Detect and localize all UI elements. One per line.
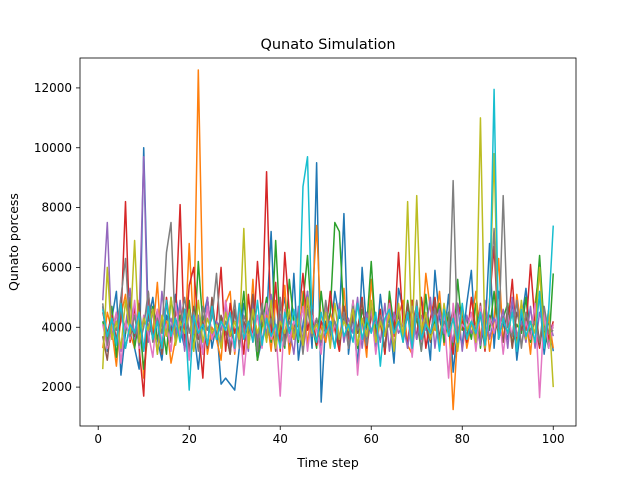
y-tick-label: 4000: [41, 320, 72, 334]
x-axis-label: Time step: [296, 455, 359, 470]
y-axis: 2000 4000 6000 8000 10000 12000: [34, 81, 80, 394]
x-tick-label: 20: [182, 432, 197, 446]
x-tick-label: 100: [542, 432, 565, 446]
x-tick-label: 40: [273, 432, 288, 446]
y-tick-label: 6000: [41, 260, 72, 274]
series-line-7: [102, 299, 554, 399]
y-tick-label: 12000: [34, 81, 72, 95]
y-tick-label: 2000: [41, 380, 72, 394]
chart-title: Qunato Simulation: [260, 37, 395, 53]
series-line-10: [102, 88, 554, 391]
series-layer: [102, 69, 554, 411]
x-tick-label: 60: [364, 432, 379, 446]
y-tick-label: 10000: [34, 141, 72, 155]
y-tick-label: 8000: [41, 201, 72, 215]
x-axis: 0 20 40 60 80 100: [94, 426, 565, 446]
plot-area-frame: [79, 57, 577, 427]
x-tick-label: 0: [94, 432, 102, 446]
y-axis-label: Qunato porcess: [6, 193, 21, 291]
x-tick-label: 80: [455, 432, 470, 446]
